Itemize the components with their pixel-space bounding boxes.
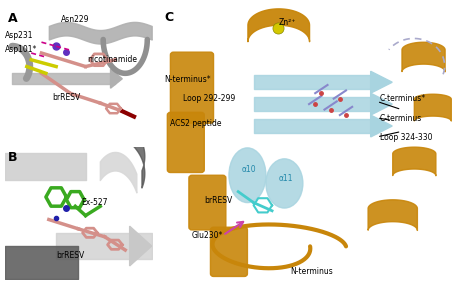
Text: Asp101*: Asp101* <box>5 45 37 54</box>
Text: α10: α10 <box>241 166 256 175</box>
Polygon shape <box>371 71 392 93</box>
Text: brRESV: brRESV <box>56 251 84 260</box>
Text: Zn²⁺: Zn²⁺ <box>278 18 296 27</box>
Ellipse shape <box>266 159 303 208</box>
Polygon shape <box>371 115 392 137</box>
Text: nicotinamide: nicotinamide <box>87 56 137 65</box>
Text: A: A <box>8 12 18 25</box>
Ellipse shape <box>229 148 266 202</box>
Text: Asp231: Asp231 <box>5 31 33 40</box>
Text: Loop 292-299: Loop 292-299 <box>183 94 235 103</box>
Text: N-terminus: N-terminus <box>291 267 333 276</box>
FancyBboxPatch shape <box>210 227 247 276</box>
FancyBboxPatch shape <box>189 175 226 230</box>
Text: B: B <box>8 151 17 164</box>
Polygon shape <box>371 93 392 115</box>
Text: α11: α11 <box>278 174 293 183</box>
FancyBboxPatch shape <box>167 112 204 173</box>
Text: C-terminus*: C-terminus* <box>380 94 426 103</box>
Text: Asn229: Asn229 <box>61 15 89 24</box>
Polygon shape <box>130 226 152 266</box>
Text: C-terminus: C-terminus <box>380 114 422 122</box>
FancyBboxPatch shape <box>171 52 213 123</box>
Text: brRESV: brRESV <box>204 196 233 204</box>
Text: Ex-527: Ex-527 <box>81 198 108 207</box>
Text: Glu230*: Glu230* <box>192 231 223 240</box>
Text: N-terminus*: N-terminus* <box>164 75 211 84</box>
Text: brRESV: brRESV <box>52 93 80 102</box>
Text: C: C <box>164 11 173 24</box>
Text: Loop 324-330: Loop 324-330 <box>380 133 432 142</box>
Text: ACS2 peptide: ACS2 peptide <box>171 119 222 128</box>
Polygon shape <box>110 69 122 88</box>
